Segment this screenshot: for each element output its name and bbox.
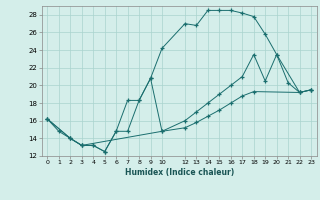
X-axis label: Humidex (Indice chaleur): Humidex (Indice chaleur) (124, 168, 234, 177)
